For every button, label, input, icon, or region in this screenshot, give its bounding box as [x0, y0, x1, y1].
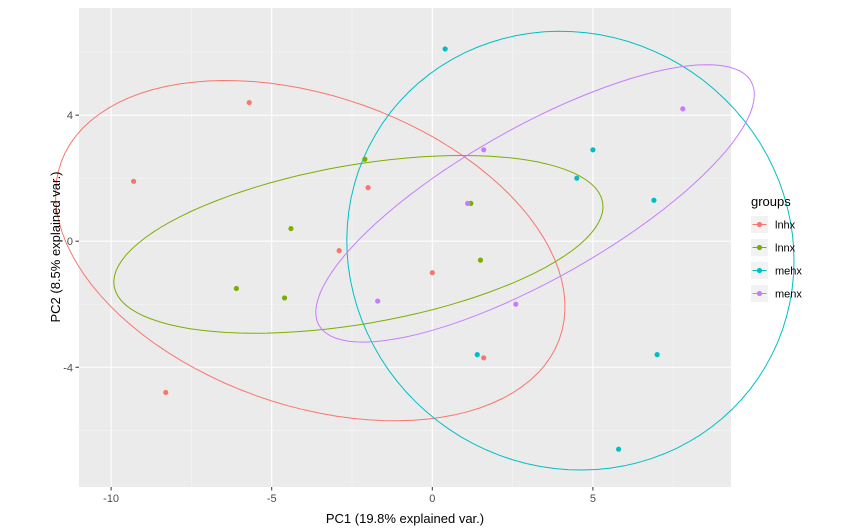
x-tick-label: -10 [103, 493, 119, 505]
point-lnhx [246, 99, 252, 106]
point-mehx [615, 446, 622, 452]
point-lnnx [288, 225, 294, 232]
legend-marker-mehx [756, 267, 763, 274]
x-tick-label: 0 [429, 493, 435, 505]
point-mehx [442, 46, 448, 52]
point-lnhx [365, 185, 371, 191]
ellipse-mehx [346, 30, 795, 471]
point-mehx [574, 175, 580, 181]
legend-label-mehx: mehx [775, 266, 802, 278]
point-mehx [651, 197, 657, 203]
legend-label-lnnx: lnnx [775, 243, 796, 255]
ellipse-lnnx [113, 154, 604, 334]
y-tick-label: 4 [67, 110, 73, 122]
point-lnhx [163, 389, 169, 396]
y-tick-label: 0 [67, 236, 73, 248]
ellipse-menx [315, 64, 755, 343]
x-tick-label: 5 [590, 493, 596, 505]
point-lnnx [477, 257, 484, 263]
major-gridlines [79, 8, 731, 487]
point-lnnx [281, 295, 288, 301]
legend-label-menx: menx [775, 289, 802, 301]
point-lnhx [429, 270, 435, 276]
legend-marker-lnnx [756, 244, 763, 251]
data-points [131, 46, 686, 452]
point-menx [513, 301, 519, 307]
point-lnhx [481, 355, 487, 361]
legend: groups lnhx lnnx mehx menx [751, 194, 802, 302]
x-tick-label: -5 [267, 493, 277, 505]
legend-title: groups [751, 194, 791, 209]
point-menx [375, 298, 381, 304]
point-mehx [590, 147, 596, 153]
point-menx [481, 147, 487, 153]
point-lnhx [131, 178, 137, 184]
confidence-ellipses [55, 30, 795, 471]
x-axis-title: PC1 (19.8% explained var.) [326, 511, 484, 526]
point-lnnx [362, 156, 368, 162]
ellipse-lnhx [55, 79, 566, 422]
point-mehx [654, 352, 660, 358]
axis-ticks: -10 -5 0 5 -4 0 4 [63, 110, 596, 505]
plot-panel [79, 8, 731, 487]
legend-marker-lnhx [756, 221, 763, 228]
y-tick-label: -4 [63, 362, 73, 374]
legend-label-lnhx: lnhx [775, 220, 796, 232]
point-lnhx [336, 248, 342, 254]
point-lnnx [233, 285, 239, 292]
y-axis-title: PC2 (8.5% explained var.) [48, 171, 63, 322]
point-mehx [474, 352, 480, 358]
point-menx [680, 106, 686, 112]
legend-marker-menx [756, 290, 763, 297]
point-menx [465, 200, 471, 206]
